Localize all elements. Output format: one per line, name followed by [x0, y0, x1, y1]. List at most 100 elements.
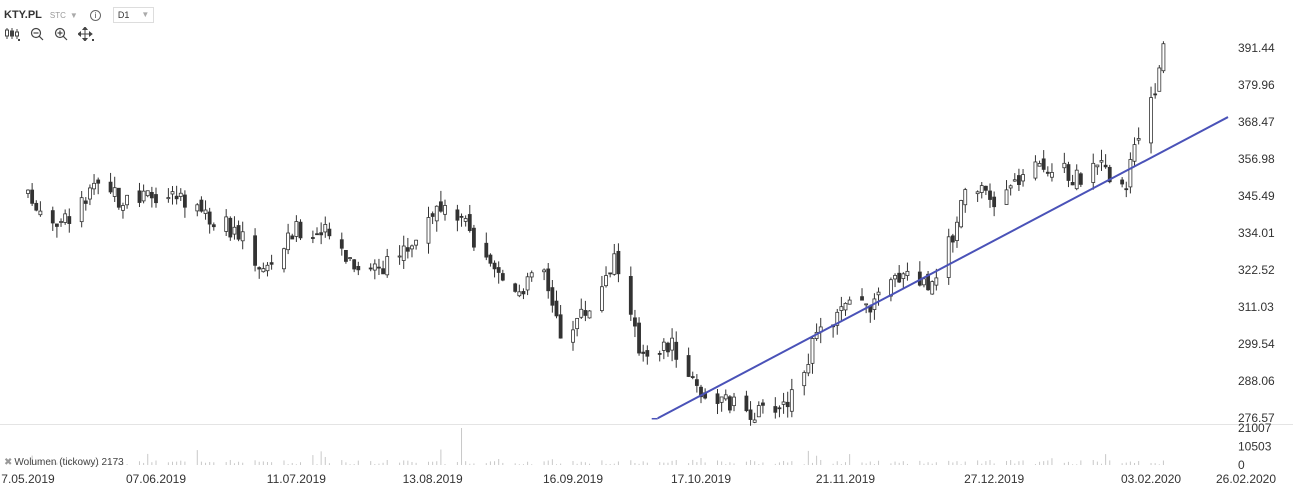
- candle-body: [864, 303, 869, 306]
- candle-body: [723, 394, 728, 400]
- candle-body: [666, 342, 670, 353]
- candle-body: [1062, 162, 1067, 169]
- candle-body: [472, 227, 476, 248]
- candle-body: [381, 268, 385, 275]
- zoom-out-icon[interactable]: [30, 27, 44, 41]
- move-icon[interactable]: [78, 27, 94, 41]
- price-tick-label: 379.96: [1238, 78, 1275, 92]
- candle-body: [261, 268, 266, 273]
- candle-body: [554, 300, 559, 317]
- candle-body: [835, 311, 840, 326]
- candle-body: [178, 192, 183, 197]
- date-tick-label: 13.08.2019: [403, 472, 463, 486]
- candle-body: [901, 273, 906, 279]
- candle-body: [59, 221, 63, 223]
- timezone-label[interactable]: STC: [49, 10, 66, 20]
- candle-body: [839, 306, 844, 311]
- candle-body: [926, 273, 930, 291]
- candle-body: [1157, 67, 1162, 92]
- candle-body: [315, 233, 319, 236]
- candle-body: [430, 213, 435, 217]
- interval-value: D1: [117, 10, 130, 20]
- date-tick-label: 17.10.2019: [671, 472, 731, 486]
- candle-body: [955, 221, 959, 241]
- candle-body: [513, 283, 518, 292]
- price-tick-label: 391.44: [1238, 41, 1275, 55]
- candle-body: [686, 355, 691, 377]
- candle-body: [785, 401, 790, 408]
- candle-body: [1078, 173, 1083, 185]
- candle-body: [265, 264, 270, 272]
- symbol-label[interactable]: KTY.PL: [4, 9, 42, 21]
- info-icon[interactable]: i: [89, 9, 101, 21]
- interval-select[interactable]: D1 ▼: [112, 7, 155, 23]
- candle-body: [38, 210, 43, 216]
- candle-body: [1124, 188, 1129, 191]
- date-tick-label: 03.02.2020: [1121, 472, 1181, 486]
- candle-body: [228, 217, 233, 238]
- candle-body: [979, 185, 984, 193]
- chevron-down-icon[interactable]: ▼: [69, 10, 78, 20]
- price-tick-label: 288.06: [1238, 374, 1275, 388]
- candle-body: [1132, 144, 1137, 162]
- candle-body: [975, 191, 980, 195]
- candle-body: [290, 235, 295, 240]
- candle-body: [211, 224, 216, 228]
- candle-body: [145, 190, 150, 197]
- candle-body: [843, 302, 848, 311]
- candle-body: [1161, 43, 1166, 72]
- candle-body: [253, 235, 257, 266]
- volume-label-text: Wolumen (tickowy) 2173: [14, 457, 124, 468]
- candle-body: [96, 179, 101, 184]
- candle-body: [496, 267, 501, 273]
- candle-body: [401, 245, 406, 261]
- candle-body: [637, 322, 641, 354]
- candle-body: [930, 281, 935, 295]
- candle-body: [810, 338, 815, 364]
- candle-body: [922, 278, 926, 286]
- candle-body: [294, 221, 299, 237]
- candle-body: [92, 182, 96, 190]
- candle-body: [587, 310, 592, 319]
- candle-body: [310, 237, 315, 239]
- candle-body: [1050, 172, 1054, 178]
- candle-body: [240, 231, 245, 242]
- candle-body: [121, 205, 125, 211]
- volume-tick-label: 0: [1238, 458, 1245, 472]
- candle-body: [1041, 158, 1046, 170]
- trendline: [657, 116, 1229, 420]
- candle-body: [893, 275, 897, 280]
- candle-body: [897, 272, 902, 283]
- candle-body: [748, 409, 753, 420]
- candle-body: [690, 376, 695, 378]
- candle-body: [1149, 97, 1153, 144]
- candle-body: [806, 364, 811, 374]
- candles-icon[interactable]: [4, 27, 20, 41]
- candle-body: [34, 202, 39, 211]
- close-icon[interactable]: ✖: [4, 457, 13, 468]
- candle-body: [426, 217, 431, 244]
- candle-body: [467, 214, 472, 231]
- candle-body: [108, 181, 113, 193]
- candle-body: [63, 213, 68, 223]
- candle-body: [455, 209, 460, 221]
- date-tick-label: 7.05.2019: [1, 472, 55, 486]
- price-tick-label: 311.03: [1238, 300, 1274, 314]
- candle-body: [608, 272, 613, 275]
- candle-body: [410, 245, 414, 250]
- candle-body: [141, 190, 146, 202]
- candle-body: [781, 401, 786, 405]
- candle-body: [463, 218, 468, 222]
- candle-body: [83, 200, 88, 204]
- candle-body: [789, 389, 794, 412]
- candle-body: [641, 351, 646, 354]
- candle-body: [860, 296, 864, 301]
- candle-body: [604, 275, 608, 287]
- candle-body: [992, 196, 997, 208]
- candle-body: [1128, 159, 1133, 188]
- price-tick-label: 276.57: [1238, 411, 1275, 425]
- date-tick-label: 26.02.2020: [1216, 472, 1276, 486]
- candle-body: [257, 267, 262, 270]
- zoom-in-icon[interactable]: [54, 27, 68, 41]
